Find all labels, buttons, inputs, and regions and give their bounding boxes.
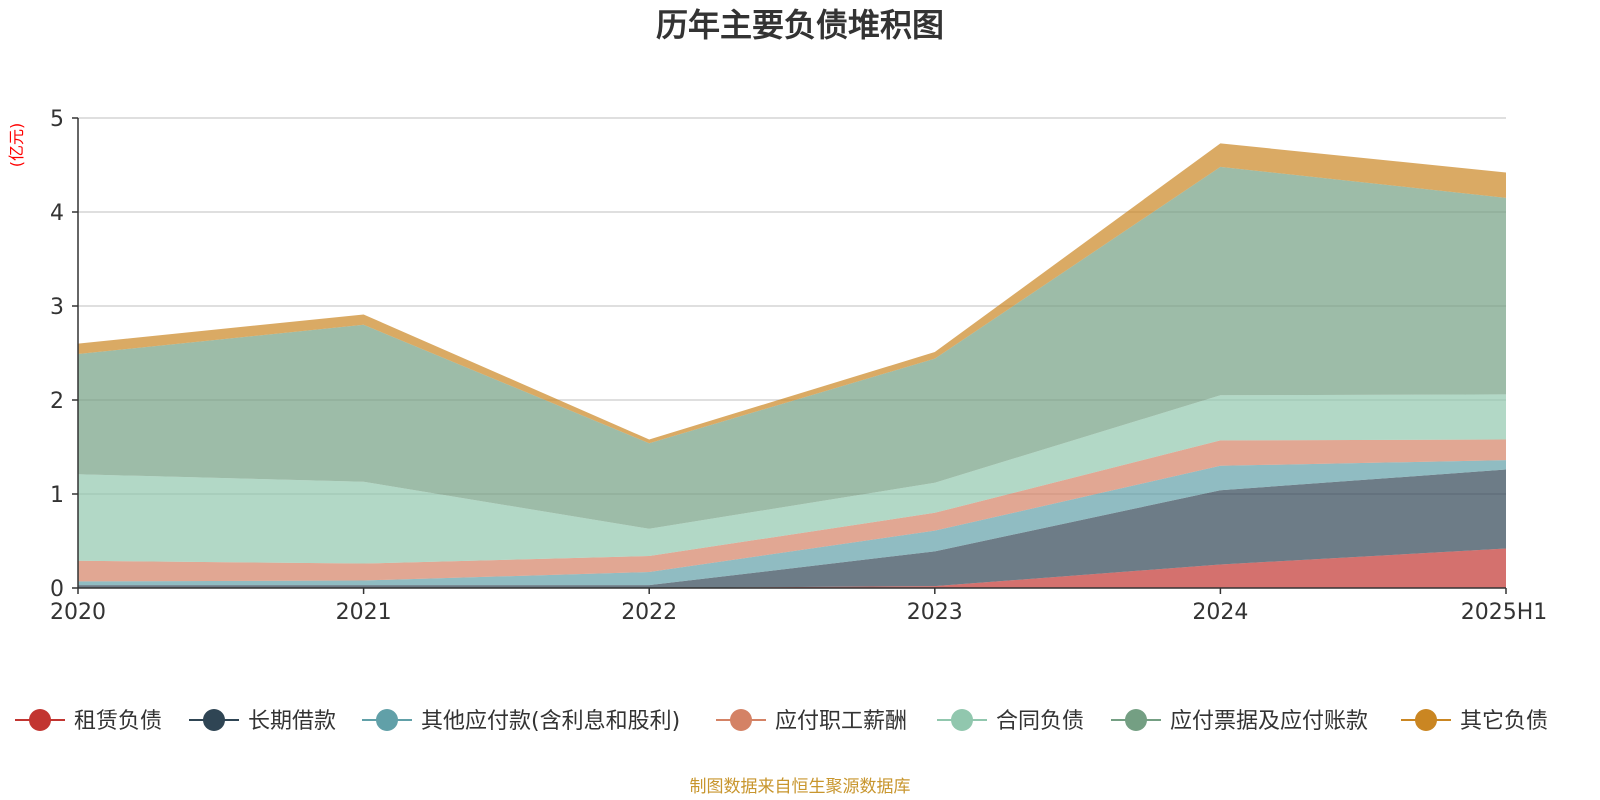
legend-label-6: 其它负债: [1460, 709, 1548, 734]
y-tick-label-3: 3: [50, 295, 64, 320]
area-series-2[interactable]: [78, 460, 1506, 586]
area-series-6[interactable]: [78, 143, 1506, 444]
x-tick-label-2: 2022: [621, 600, 677, 625]
legend-item-0[interactable]: 租赁负债: [15, 709, 162, 734]
legend-label-5: 应付票据及应付账款: [1170, 709, 1368, 734]
legend-item-5[interactable]: 应付票据及应付账款: [1111, 709, 1368, 734]
legend-item-4[interactable]: 合同负债: [937, 709, 1084, 734]
legend-marker-6: [1415, 709, 1437, 731]
y-tick-label-2: 2: [50, 389, 64, 414]
legend-item-1[interactable]: 长期借款: [189, 709, 336, 734]
y-tick-label-1: 1: [50, 483, 64, 508]
y-axis-unit-label: (亿元): [7, 123, 26, 168]
legend-marker-5: [1125, 709, 1147, 731]
legend-marker-2: [376, 709, 398, 731]
legend-item-2[interactable]: 其他应付款(含利息和股利): [362, 709, 680, 734]
area-series-5[interactable]: [78, 166, 1506, 529]
y-tick-label-5: 5: [50, 107, 64, 132]
area-series-group: [78, 143, 1506, 588]
legend-item-3[interactable]: 应付职工薪酬: [716, 709, 907, 734]
y-tick-label-0: 0: [50, 577, 64, 602]
legend: 租赁负债 长期借款 其他应付款(含利息和股利) 应付职工薪酬 合同负债 应付票据及应付账款…: [15, 709, 1548, 734]
legend-label-0: 租赁负债: [74, 709, 162, 734]
chart-title: 历年主要负债堆积图: [656, 6, 944, 44]
x-tick-label-0: 2020: [50, 600, 106, 625]
area-series-1[interactable]: [78, 469, 1506, 588]
legend-label-3: 应付职工薪酬: [775, 709, 907, 734]
area-series-4[interactable]: [78, 394, 1506, 564]
area-series-3[interactable]: [78, 439, 1506, 582]
legend-marker-4: [951, 709, 973, 731]
axes: 0 1 2 3 4 5 2020 2021 2022 2023 2024 2025H1: [50, 107, 1547, 625]
legend-label-4: 合同负债: [996, 709, 1084, 734]
legend-marker-3: [730, 709, 752, 731]
legend-label-1: 长期借款: [248, 709, 336, 734]
legend-item-6[interactable]: 其它负债: [1401, 709, 1548, 734]
legend-marker-1: [203, 709, 225, 731]
legend-marker-0: [29, 709, 51, 731]
x-tick-label-5: 2025H1: [1461, 600, 1548, 625]
data-source-note: 制图数据来自恒生聚源数据库: [690, 777, 911, 797]
x-tick-label-1: 2021: [336, 600, 392, 625]
y-tick-label-4: 4: [50, 201, 64, 226]
x-tick-label-4: 2024: [1192, 600, 1248, 625]
x-tick-label-3: 2023: [907, 600, 963, 625]
area-series-0[interactable]: [78, 548, 1506, 588]
legend-label-2: 其他应付款(含利息和股利): [421, 709, 680, 734]
